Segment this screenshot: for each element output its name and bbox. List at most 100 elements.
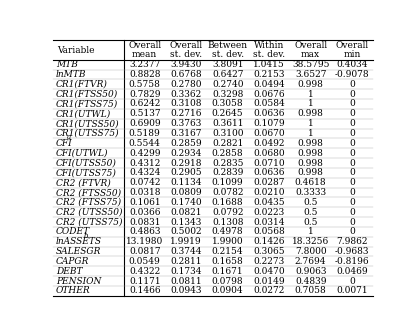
Text: 0.0782: 0.0782 — [212, 188, 244, 197]
Text: OTHER: OTHER — [56, 286, 91, 295]
Text: 0.0904: 0.0904 — [212, 286, 244, 295]
Text: 0.6768: 0.6768 — [171, 70, 202, 79]
Text: 0.6427: 0.6427 — [212, 70, 244, 79]
Text: 0.5: 0.5 — [303, 217, 318, 226]
Text: 0.0742: 0.0742 — [129, 178, 161, 187]
Text: 0.0710: 0.0710 — [253, 159, 285, 167]
Text: 0.0149: 0.0149 — [253, 277, 285, 286]
Text: 0.998: 0.998 — [298, 139, 324, 148]
Text: min: min — [344, 50, 361, 59]
Text: 0.0798: 0.0798 — [212, 277, 244, 286]
Text: 0.8828: 0.8828 — [129, 70, 161, 79]
Text: 0.1658: 0.1658 — [212, 257, 244, 266]
Text: 0: 0 — [349, 100, 355, 109]
Text: CAPGR: CAPGR — [56, 257, 89, 266]
Text: 1: 1 — [308, 119, 313, 128]
Text: 0.998: 0.998 — [298, 168, 324, 177]
Text: SALESGR: SALESGR — [56, 247, 101, 256]
Text: 1: 1 — [308, 90, 313, 99]
Text: 0.2918: 0.2918 — [171, 159, 202, 167]
Text: 0.1688: 0.1688 — [212, 198, 244, 207]
Text: 0.1079: 0.1079 — [253, 119, 285, 128]
Text: 0.0470: 0.0470 — [253, 267, 285, 276]
Text: 0.998: 0.998 — [298, 149, 324, 158]
Text: 0.2839: 0.2839 — [212, 168, 243, 177]
Text: DEBT: DEBT — [56, 267, 83, 276]
Text: MTB: MTB — [56, 60, 78, 69]
Text: 1: 1 — [308, 227, 313, 236]
Text: 0: 0 — [349, 129, 355, 138]
Text: 7.9862: 7.9862 — [337, 237, 368, 246]
Text: 0.0821: 0.0821 — [171, 208, 202, 217]
Text: 3.6527: 3.6527 — [295, 70, 326, 79]
Text: Overall: Overall — [170, 42, 203, 51]
Text: 0.0494: 0.0494 — [253, 80, 285, 89]
Text: 0.1734: 0.1734 — [171, 267, 202, 276]
Text: 0.3065: 0.3065 — [253, 247, 285, 256]
Text: CODET: CODET — [56, 227, 90, 236]
Text: 0.2858: 0.2858 — [212, 149, 244, 158]
Text: 1: 1 — [308, 129, 313, 138]
Text: CFI: CFI — [56, 139, 73, 148]
Text: 0.0943: 0.0943 — [171, 286, 202, 295]
Text: 0.3744: 0.3744 — [171, 247, 202, 256]
Text: 0.1426: 0.1426 — [254, 237, 285, 246]
Text: 0.2811: 0.2811 — [171, 257, 202, 266]
Text: 0.1343: 0.1343 — [171, 217, 202, 226]
Text: 0.0817: 0.0817 — [129, 247, 161, 256]
Text: CR1(FTSS75): CR1(FTSS75) — [56, 100, 118, 109]
Text: 0: 0 — [349, 178, 355, 187]
Text: 0.4299: 0.4299 — [129, 149, 161, 158]
Text: 3.2377: 3.2377 — [129, 60, 160, 69]
Text: -0.9078: -0.9078 — [335, 70, 369, 79]
Text: 0.0435: 0.0435 — [253, 198, 285, 207]
Text: 0.998: 0.998 — [298, 80, 324, 89]
Text: -0.9683: -0.9683 — [335, 247, 369, 256]
Text: CFI(UTSS50): CFI(UTSS50) — [56, 159, 117, 167]
Text: 0.1466: 0.1466 — [129, 286, 161, 295]
Text: 0.1671: 0.1671 — [212, 267, 244, 276]
Text: 0.0318: 0.0318 — [129, 188, 161, 197]
Text: 0.1061: 0.1061 — [129, 198, 161, 207]
Text: 0.5544: 0.5544 — [129, 139, 161, 148]
Text: 0.2905: 0.2905 — [171, 168, 202, 177]
Text: 0.0210: 0.0210 — [254, 188, 285, 197]
Text: 0.0568: 0.0568 — [253, 227, 285, 236]
Text: 0: 0 — [349, 198, 355, 207]
Text: 0.3108: 0.3108 — [171, 100, 202, 109]
Text: PENSION: PENSION — [56, 277, 101, 286]
Text: 0: 0 — [349, 149, 355, 158]
Text: 13.1980: 13.1980 — [126, 237, 164, 246]
Text: 0.0792: 0.0792 — [212, 208, 244, 217]
Text: 0.2153: 0.2153 — [254, 70, 285, 79]
Text: 0: 0 — [349, 109, 355, 118]
Text: 0.2835: 0.2835 — [212, 159, 244, 167]
Text: 0.0272: 0.0272 — [254, 286, 285, 295]
Text: 0.2934: 0.2934 — [171, 149, 202, 158]
Text: 0: 0 — [349, 139, 355, 148]
Text: 0.4978: 0.4978 — [212, 227, 244, 236]
Text: 0: 0 — [349, 208, 355, 217]
Text: 0.0492: 0.0492 — [254, 139, 285, 148]
Text: 3.9430: 3.9430 — [171, 60, 202, 69]
Text: CR1(FTSS50): CR1(FTSS50) — [56, 90, 118, 99]
Text: Overall: Overall — [128, 42, 161, 51]
Text: 7.8000: 7.8000 — [295, 247, 327, 256]
Text: 0.2821: 0.2821 — [212, 139, 243, 148]
Text: Within: Within — [254, 42, 284, 51]
Text: 0.6242: 0.6242 — [129, 100, 161, 109]
Text: 0.2273: 0.2273 — [254, 257, 285, 266]
Text: 2.7694: 2.7694 — [295, 257, 326, 266]
Text: 0.4839: 0.4839 — [295, 277, 326, 286]
Text: 0.3611: 0.3611 — [212, 119, 244, 128]
Text: 18.3256: 18.3256 — [292, 237, 329, 246]
Text: CR2 (FTSS75): CR2 (FTSS75) — [56, 198, 121, 207]
Text: -0.8196: -0.8196 — [335, 257, 369, 266]
Text: 0.998: 0.998 — [298, 159, 324, 167]
Text: 0: 0 — [349, 227, 355, 236]
Text: Overall: Overall — [336, 42, 369, 51]
Text: CR2 (FTSS50): CR2 (FTSS50) — [56, 188, 121, 197]
Text: 0.0549: 0.0549 — [129, 257, 161, 266]
Text: lnMTB: lnMTB — [56, 70, 87, 79]
Text: st. dev.: st. dev. — [253, 50, 285, 59]
